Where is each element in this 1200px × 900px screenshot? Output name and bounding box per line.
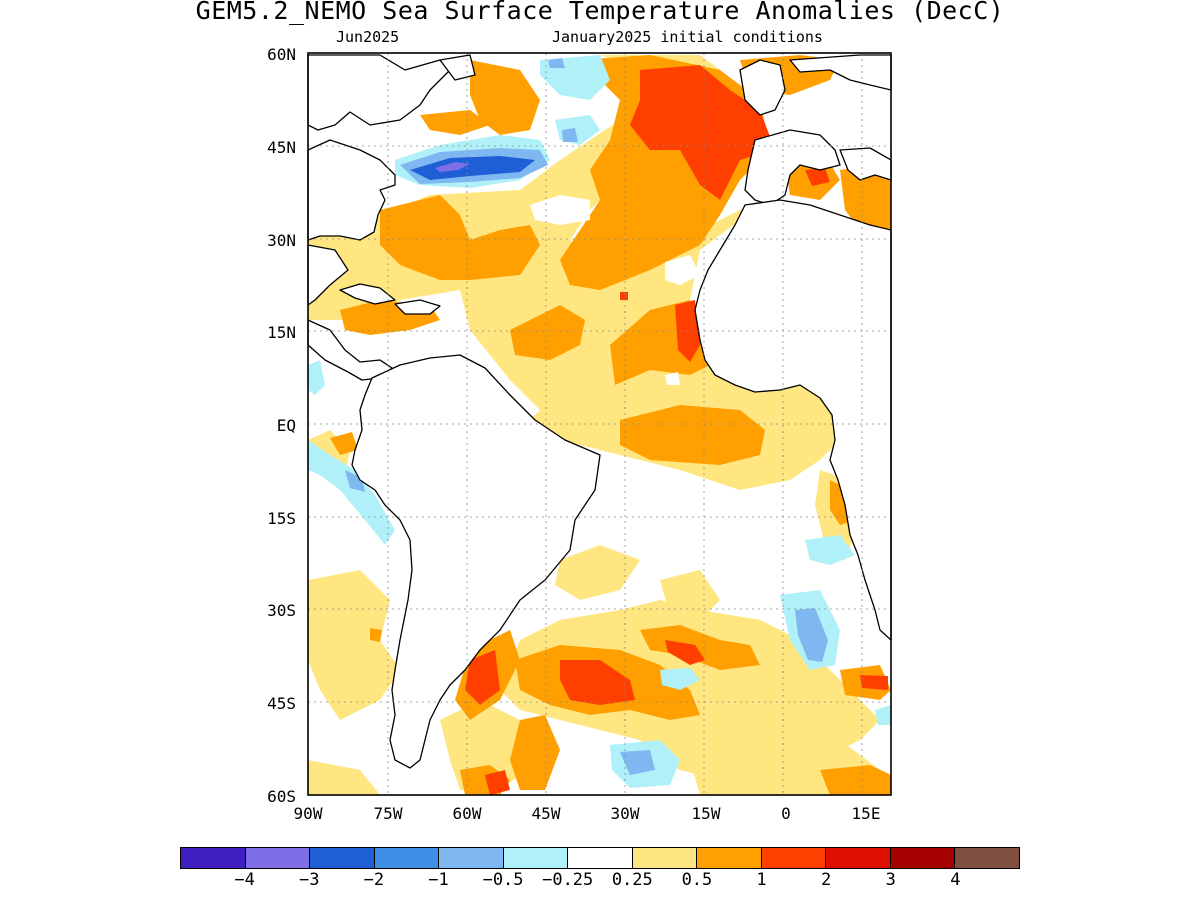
colorbar-swatch [890, 848, 956, 868]
lat-label-30n: 30N [267, 231, 296, 250]
colorbar-label: −4 [234, 870, 255, 890]
colorbar-label: −1 [428, 870, 449, 890]
colorbar-swatch [632, 848, 698, 868]
colorbar-label: −0.5 [482, 870, 524, 890]
colorbar-label: −3 [298, 870, 320, 890]
latitude-labels: 60N 45N 30N 15N EQ 15S 30S 45S 60S [267, 45, 296, 806]
colorbar-label: 1 [756, 870, 767, 890]
colorbar-swatch [568, 848, 633, 868]
lat-label-eq: EQ [277, 416, 296, 435]
lon-label-0: 0 [781, 804, 791, 823]
forecast-month: Jun2025 [336, 28, 400, 46]
colorbar-swatch [503, 848, 569, 868]
anomaly-shading [308, 55, 891, 795]
lon-label-60w: 60W [453, 804, 482, 823]
colorbar-swatch [761, 848, 827, 868]
colorbar-swatch [697, 848, 762, 868]
lon-label-30w: 30W [611, 804, 640, 823]
lat-label-15n: 15N [267, 323, 296, 342]
colorbar-label: 3 [885, 870, 896, 890]
colorbar-label: 2 [821, 870, 832, 890]
anomaly-neg-2 [435, 162, 470, 172]
lat-label-60n: 60N [267, 45, 296, 64]
lat-label-45s: 45S [267, 694, 296, 713]
longitude-labels: 90W 75W 60W 45W 30W 15W 0 15E [294, 804, 881, 823]
colorbar-swatch [374, 848, 440, 868]
lon-label-45w: 45W [532, 804, 561, 823]
anomaly-neutral [530, 195, 700, 385]
graticule [308, 53, 891, 795]
lon-label-75w: 75W [374, 804, 403, 823]
map-title: GEM5.2_NEMO Sea Surface Temperature Anom… [195, 0, 1005, 25]
lat-label-15s: 15S [267, 509, 296, 528]
colorbar-label: 0.5 [681, 870, 713, 890]
lat-label-45n: 45N [267, 138, 296, 157]
colorbar-swatch [310, 848, 375, 868]
colorbar-label: 4 [950, 870, 961, 890]
lat-label-30s: 30S [267, 601, 296, 620]
initial-conditions: January2025 initial conditions [552, 28, 823, 46]
lat-label-60s: 60S [267, 787, 296, 806]
colorbar-swatch [826, 848, 891, 868]
map-frame [307, 52, 892, 796]
colorbar-label: −0.25 [542, 870, 594, 890]
coastlines [307, 54, 892, 769]
colorbar-swatch [955, 848, 1019, 868]
lon-label-15w: 15W [692, 804, 721, 823]
colorbar-swatch [181, 848, 246, 868]
colorbar [180, 847, 1020, 869]
colorbar-swatch [245, 848, 311, 868]
colorbar-label: −2 [363, 870, 385, 890]
sst-anomaly-map: 60N 45N 30N 15N EQ 15S 30S 45S 60S 90W 7… [267, 45, 892, 823]
anomaly-neg-1 [410, 156, 535, 180]
colorbar-swatch [439, 848, 504, 868]
colorbar-label: 0.25 [611, 870, 653, 890]
lon-label-90w: 90W [294, 804, 323, 823]
lon-label-15e: 15E [852, 804, 881, 823]
